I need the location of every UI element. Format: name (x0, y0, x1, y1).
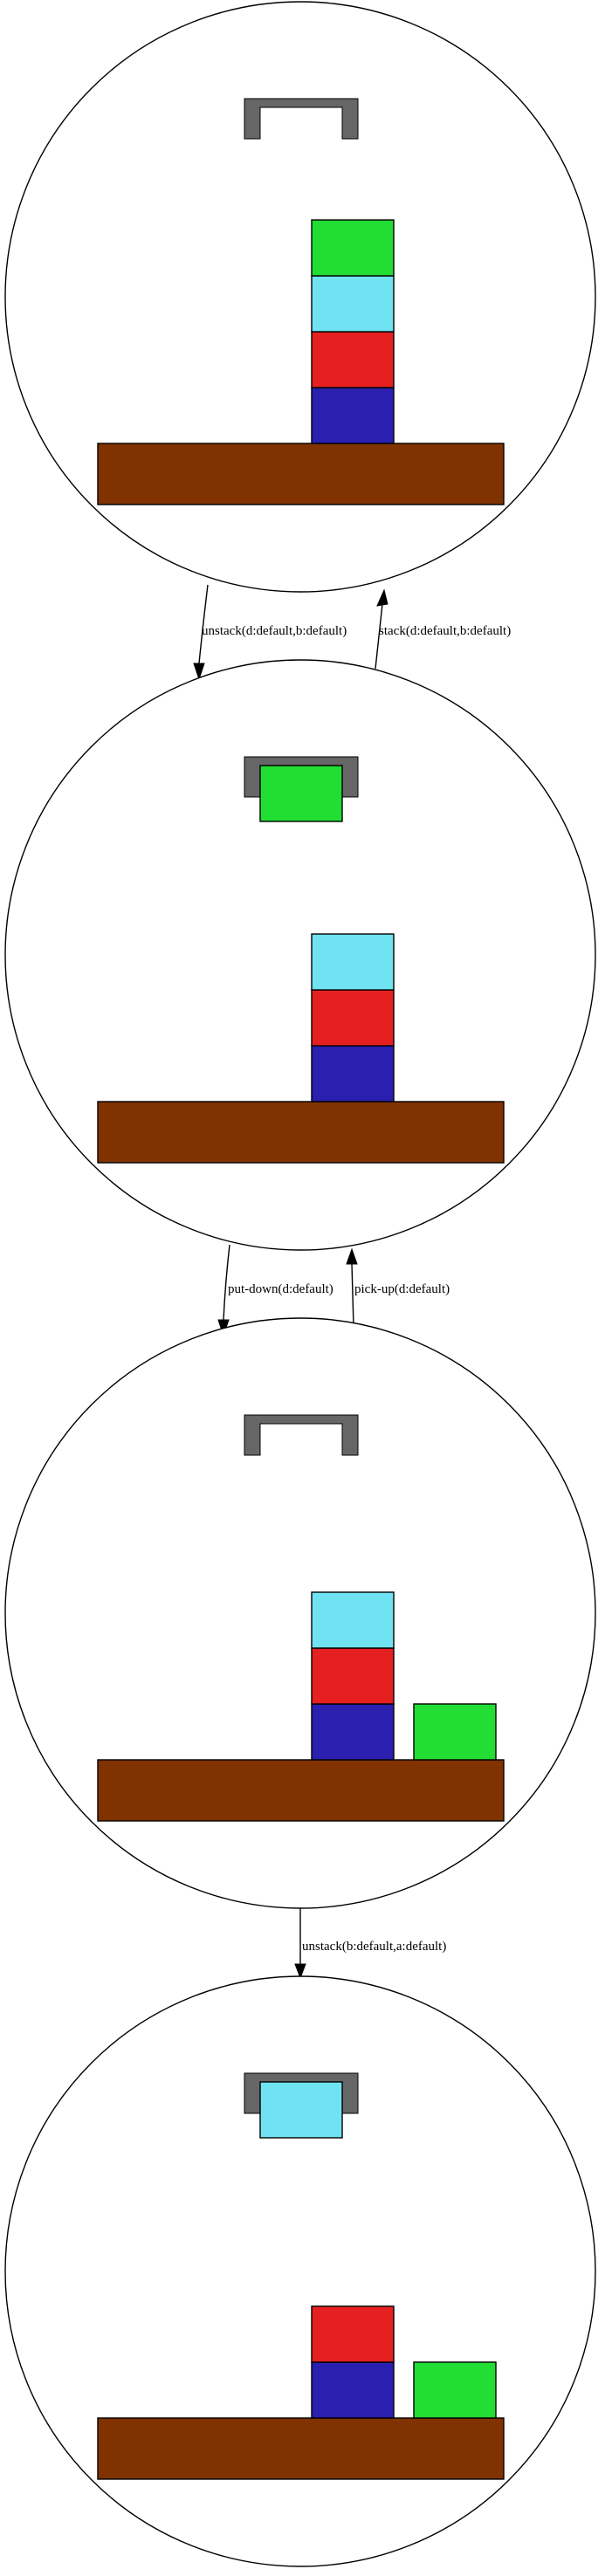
edge-label-pick-up-d: pick-up(d:default) (354, 1282, 450, 1296)
block-b (311, 1591, 395, 1649)
block-b (311, 275, 395, 333)
edges-layer (193, 584, 388, 1980)
labels-layer: unstack(d:default,b:default) stack(d:def… (202, 624, 511, 1954)
edge-label-unstack-d-b: unstack(d:default,b:default) (202, 624, 347, 638)
block-a (311, 331, 395, 388)
table (97, 2417, 505, 2480)
table (97, 443, 505, 505)
held-block-d (259, 765, 343, 822)
block-d (311, 219, 395, 277)
block-d (413, 2361, 497, 2419)
edge-arrow-unstack-b-a (294, 1908, 306, 1980)
block-c (311, 387, 395, 444)
edge-label-put-down-d: put-down(d:default) (228, 1282, 333, 1296)
block-a (311, 989, 395, 1047)
block-c (311, 1703, 395, 1761)
state-node-1 (4, 1, 596, 593)
state-node-2 (4, 659, 596, 1251)
gripper-icon (244, 98, 359, 140)
states-layer (4, 1, 596, 2567)
edge-arrow-stack-d-b (375, 588, 388, 670)
block-a (311, 2305, 395, 2363)
gripper-icon (244, 1414, 359, 1456)
state-node-4 (4, 1975, 596, 2567)
block-d (413, 1703, 497, 1761)
edge-label-unstack-b-a: unstack(b:default,a:default) (302, 1940, 446, 1954)
held-block-b (259, 2081, 343, 2139)
state-node-3 (4, 1317, 596, 1909)
edge-label-stack-d-b: stack(d:default,b:default) (379, 624, 511, 638)
table (97, 1101, 505, 1164)
edge-arrow-unstack-d-b (193, 584, 209, 681)
block-c (311, 2361, 395, 2419)
block-b (311, 933, 395, 991)
block-c (311, 1045, 395, 1103)
table (97, 1759, 505, 1822)
edge-arrow-pick-up-d (346, 1247, 358, 1328)
block-a (311, 1647, 395, 1705)
